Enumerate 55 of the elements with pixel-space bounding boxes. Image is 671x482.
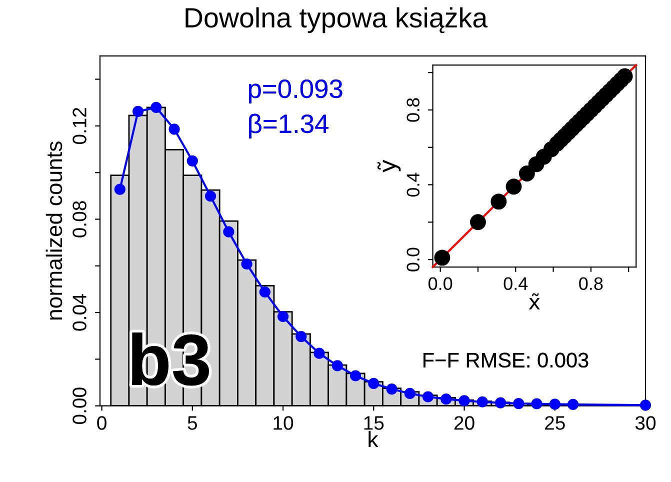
point: [296, 331, 307, 342]
x-tick-label: 5: [188, 416, 197, 430]
y-axis-title: ỹ: [377, 160, 401, 172]
y-tick-label: 0.0: [406, 248, 420, 272]
point: [223, 226, 234, 238]
point: [476, 396, 488, 408]
x-tick-label: 0.4: [504, 277, 528, 290]
x-tick-label: 0: [97, 416, 106, 430]
annotation: β=1.34: [249, 114, 328, 138]
x-axis-title: x̃: [528, 293, 540, 310]
point: [470, 214, 486, 230]
annotation: F−F RMSE: 0.003: [424, 352, 588, 368]
point: [616, 68, 633, 84]
y-tick-label: 0.8: [406, 98, 420, 122]
point: [259, 286, 270, 298]
point: [640, 400, 652, 411]
point: [434, 250, 450, 266]
point: [132, 106, 144, 117]
chart-title: Dowolna typowa książka: [186, 7, 488, 34]
x-tick-label: 20: [454, 416, 474, 430]
point: [458, 395, 470, 406]
x-tick-label: 0.0: [428, 277, 452, 290]
annotation: p=0.093: [248, 79, 342, 104]
y-tick-label: 0.12: [72, 108, 86, 144]
y-axis-title: normalized counts: [46, 142, 62, 320]
point: [518, 166, 535, 182]
point: [368, 378, 380, 390]
point: [204, 190, 216, 202]
point: [314, 348, 325, 359]
point: [494, 397, 506, 408]
x-tick-label: 0.8: [579, 277, 603, 290]
x-tick-label: 15: [364, 416, 384, 430]
y-tick-label: 0.00: [72, 388, 86, 424]
y-tick-label: 0.08: [72, 201, 86, 238]
point: [241, 258, 252, 270]
point: [114, 184, 126, 195]
x-tick-label: 30: [635, 416, 656, 430]
point: [513, 398, 524, 410]
point: [332, 360, 343, 372]
point: [490, 194, 507, 210]
y-tick-label: 0.04: [72, 294, 86, 331]
x-axis-title: k: [368, 430, 378, 448]
x-tick-label: 10: [274, 416, 294, 430]
y-tick-label: 0.4: [406, 172, 420, 197]
point: [422, 391, 434, 402]
point: [277, 310, 289, 322]
point: [350, 370, 362, 382]
point: [440, 394, 452, 405]
point: [168, 124, 180, 135]
point: [186, 155, 198, 166]
x-tick-label: 25: [545, 416, 565, 430]
point: [506, 178, 522, 195]
point: [150, 102, 162, 114]
point: [386, 383, 398, 395]
point: [531, 398, 542, 410]
